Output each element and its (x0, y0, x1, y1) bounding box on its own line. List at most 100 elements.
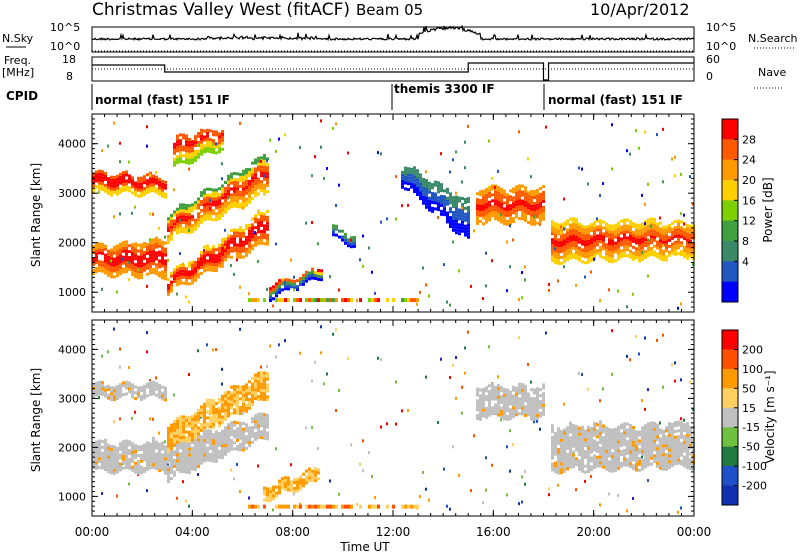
power-cell (440, 209, 443, 213)
power-cell (686, 224, 689, 228)
velocity-cell (515, 401, 518, 405)
velocity-cell (554, 440, 557, 444)
velocity-cell (203, 429, 206, 433)
power-cell (182, 209, 185, 213)
power-cell (200, 140, 203, 144)
velocity-cell (512, 403, 515, 407)
power-cell (254, 185, 257, 189)
power-cell (536, 209, 539, 213)
power-cell (125, 170, 128, 174)
velocity-cell (113, 392, 116, 396)
power-cell (164, 192, 167, 196)
power-cell (587, 260, 590, 264)
power-cell (155, 190, 158, 194)
power-cell (623, 218, 626, 222)
power-cell (113, 275, 116, 279)
power-cell (494, 214, 497, 218)
power-cell (686, 247, 689, 251)
velocity-cell (617, 437, 620, 441)
power-cell (440, 200, 443, 204)
power-cell (179, 230, 182, 234)
power-cell (101, 176, 104, 180)
power-cell (305, 221, 307, 225)
velocity-cell (203, 447, 206, 451)
velocity-cell (230, 406, 233, 410)
velocity-cell (272, 497, 275, 501)
velocity-cell (371, 475, 373, 479)
velocity-cell (170, 465, 173, 469)
power-cell (485, 284, 487, 288)
power-cell (620, 228, 623, 232)
velocity-cell (512, 443, 514, 447)
velocity-cell (143, 396, 146, 400)
velocity-cell (611, 443, 614, 447)
power-cell (650, 232, 653, 236)
velocity-cell (641, 432, 644, 436)
power-cell (650, 220, 653, 224)
velocity-cell (491, 391, 494, 395)
power-cell (530, 198, 533, 202)
velocity-cell (644, 336, 646, 340)
power-cell (242, 196, 245, 200)
power-cell (479, 208, 482, 212)
velocity-cell (107, 396, 110, 400)
power-cell (200, 260, 203, 264)
power-cell (146, 257, 149, 261)
velocity-cell (524, 399, 527, 403)
velocity-cell (254, 423, 257, 427)
velocity-cell (665, 455, 668, 459)
velocity-cell (107, 452, 110, 456)
power-cell (677, 306, 679, 310)
velocity-cell (236, 421, 239, 425)
power-cell (209, 187, 212, 191)
power-cell (590, 258, 593, 262)
power-cell (530, 207, 533, 211)
velocity-cell (494, 391, 497, 395)
velocity-cell (239, 409, 242, 413)
velocity-cell (482, 393, 485, 397)
power-cell (137, 179, 140, 183)
power-cell (659, 233, 662, 237)
power-cell (227, 240, 230, 244)
velocity-cell (689, 458, 692, 462)
velocity-cell (164, 440, 166, 444)
power-cell (278, 290, 281, 294)
power-cell (221, 238, 224, 242)
power-cell (194, 200, 197, 204)
velocity-cell (263, 422, 266, 426)
power-cell (116, 244, 119, 248)
velocity-cell (221, 403, 224, 407)
velocity-cell (104, 453, 107, 457)
velocity-cell (215, 402, 218, 406)
power-cell (350, 245, 353, 249)
power-cell (119, 251, 122, 255)
power-cell (320, 272, 323, 276)
colorbar-swatch (722, 159, 738, 181)
power-cell (290, 282, 293, 286)
power-cell (230, 237, 233, 241)
velocity-cell (161, 468, 164, 472)
power-cell (122, 270, 125, 274)
power-cell (128, 244, 131, 248)
power-cell (407, 173, 410, 177)
velocity-cell (638, 468, 641, 472)
power-cell (683, 228, 686, 232)
power-cell (257, 156, 260, 160)
velocity-cell (125, 448, 128, 452)
velocity-cell (656, 452, 659, 456)
velocity-cell (218, 424, 221, 428)
velocity-cell (209, 453, 212, 457)
velocity-cell (260, 415, 263, 419)
power-cell (692, 202, 694, 206)
power-cell (509, 210, 512, 214)
velocity-cell (512, 406, 515, 410)
velocity-cell (518, 400, 521, 404)
velocity-cell (170, 429, 173, 433)
velocity-cell (509, 390, 512, 394)
velocity-cell (272, 491, 275, 495)
velocity-cell (689, 428, 692, 432)
velocity-cell (218, 435, 221, 439)
velocity-cell (686, 425, 689, 429)
power-cell (536, 194, 539, 198)
